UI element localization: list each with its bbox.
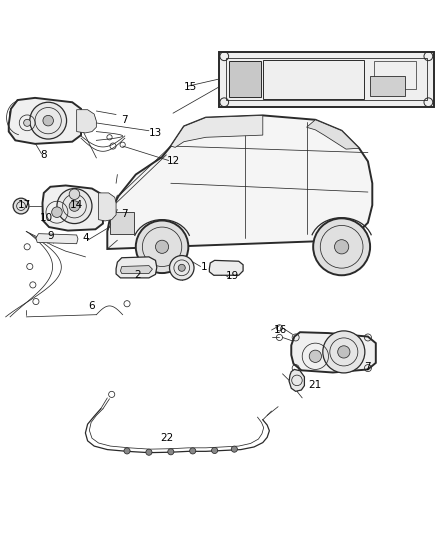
Circle shape: [136, 221, 188, 273]
Circle shape: [251, 90, 255, 94]
Polygon shape: [289, 369, 304, 391]
Circle shape: [232, 75, 236, 79]
Polygon shape: [107, 115, 372, 249]
FancyBboxPatch shape: [370, 76, 405, 96]
Circle shape: [251, 82, 255, 86]
Circle shape: [338, 346, 350, 358]
Text: 1: 1: [200, 262, 207, 271]
Text: 17: 17: [18, 200, 31, 210]
Text: 8: 8: [40, 150, 47, 160]
Circle shape: [241, 67, 246, 71]
Polygon shape: [291, 332, 376, 373]
Text: 19: 19: [226, 271, 239, 281]
Circle shape: [24, 119, 31, 126]
Polygon shape: [120, 265, 152, 273]
Circle shape: [241, 75, 246, 79]
Circle shape: [57, 189, 92, 223]
Circle shape: [251, 67, 255, 71]
Circle shape: [83, 116, 92, 125]
Circle shape: [335, 240, 349, 254]
FancyBboxPatch shape: [219, 52, 434, 107]
Circle shape: [231, 446, 237, 452]
Circle shape: [212, 447, 218, 454]
Circle shape: [190, 448, 196, 454]
Text: 6: 6: [88, 301, 95, 311]
Circle shape: [43, 115, 53, 126]
Text: 15: 15: [184, 82, 197, 92]
Polygon shape: [42, 185, 103, 231]
Polygon shape: [9, 98, 81, 144]
Text: 9: 9: [47, 231, 54, 241]
Text: 12: 12: [166, 156, 180, 166]
Polygon shape: [77, 110, 96, 133]
Circle shape: [105, 203, 112, 210]
Circle shape: [232, 67, 236, 71]
Polygon shape: [99, 193, 116, 221]
Text: 7: 7: [121, 115, 128, 125]
Circle shape: [309, 350, 321, 362]
Circle shape: [52, 207, 62, 217]
Text: 16: 16: [274, 325, 287, 335]
Circle shape: [232, 82, 236, 86]
Circle shape: [170, 255, 194, 280]
FancyBboxPatch shape: [229, 61, 261, 97]
Polygon shape: [307, 120, 359, 149]
Text: 22: 22: [160, 433, 173, 443]
Text: 21: 21: [309, 379, 322, 390]
Text: 4: 4: [82, 233, 89, 243]
Text: 7: 7: [364, 362, 371, 372]
Polygon shape: [209, 260, 243, 275]
Circle shape: [69, 189, 80, 199]
Circle shape: [241, 82, 246, 86]
Circle shape: [323, 331, 365, 373]
Text: 14: 14: [70, 200, 83, 210]
Text: 10: 10: [39, 213, 53, 223]
Polygon shape: [116, 257, 157, 278]
Circle shape: [178, 264, 185, 271]
Circle shape: [241, 90, 246, 94]
Circle shape: [251, 75, 255, 79]
Circle shape: [146, 449, 152, 455]
Polygon shape: [171, 115, 263, 147]
Circle shape: [168, 449, 174, 455]
Circle shape: [313, 219, 370, 275]
Text: 7: 7: [121, 209, 128, 219]
Circle shape: [30, 102, 67, 139]
Circle shape: [69, 201, 80, 211]
Circle shape: [13, 198, 29, 214]
FancyBboxPatch shape: [110, 212, 134, 233]
Polygon shape: [36, 233, 78, 244]
Circle shape: [232, 90, 236, 94]
Circle shape: [155, 240, 169, 253]
Circle shape: [124, 448, 130, 454]
Text: 13: 13: [149, 128, 162, 138]
Text: 2: 2: [134, 270, 141, 280]
